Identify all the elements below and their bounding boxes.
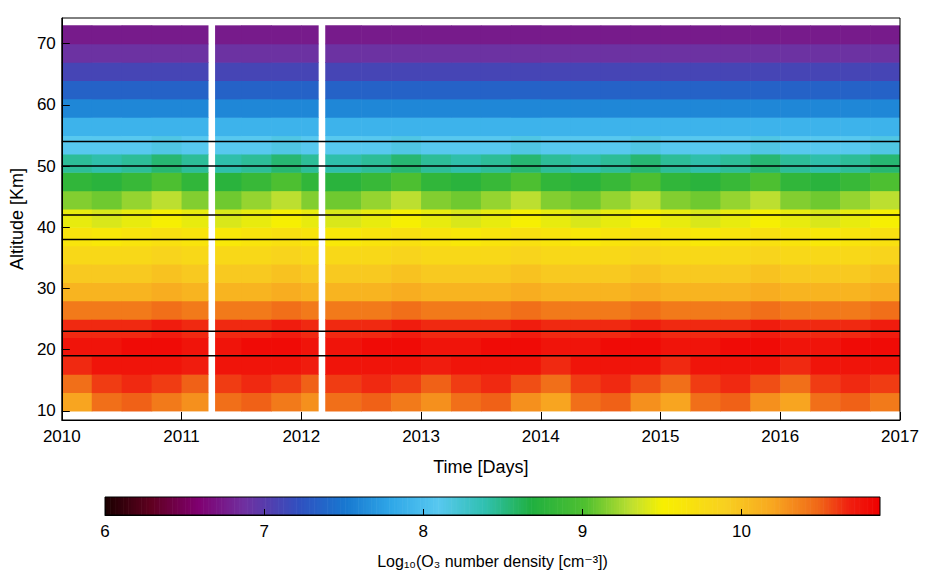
svg-text:50: 50 [37, 157, 56, 176]
svg-text:2016: 2016 [761, 427, 799, 446]
svg-text:2017: 2017 [881, 427, 919, 446]
svg-text:6: 6 [100, 522, 109, 541]
svg-text:2012: 2012 [282, 427, 320, 446]
svg-text:2014: 2014 [522, 427, 560, 446]
svg-text:Altitude [Km]: Altitude [Km] [7, 168, 27, 270]
svg-text:2011: 2011 [163, 427, 200, 446]
svg-text:10: 10 [37, 401, 56, 420]
svg-text:60: 60 [37, 95, 56, 114]
svg-text:20: 20 [37, 340, 56, 359]
svg-text:2013: 2013 [402, 427, 440, 446]
svg-text:2010: 2010 [43, 427, 81, 446]
svg-text:7: 7 [259, 522, 268, 541]
svg-text:8: 8 [419, 522, 428, 541]
svg-text:10: 10 [732, 522, 751, 541]
svg-text:Time [Days]: Time [Days] [433, 457, 528, 477]
svg-text:9: 9 [578, 522, 587, 541]
svg-text:70: 70 [37, 34, 56, 53]
svg-text:30: 30 [37, 279, 56, 298]
svg-text:Log₁₀(O₃ number density [cm⁻³]: Log₁₀(O₃ number density [cm⁻³]) [377, 553, 608, 570]
svg-text:2015: 2015 [642, 427, 680, 446]
svg-text:40: 40 [37, 218, 56, 237]
